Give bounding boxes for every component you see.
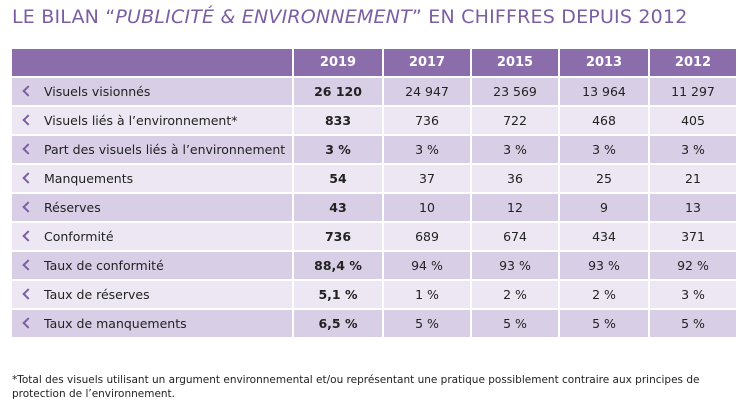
title: LE BILAN “PUBLICITÉ & ENVIRONNEMENT” EN … xyxy=(12,6,688,28)
table-cell: 94 % xyxy=(384,252,470,279)
table-cell: 21 xyxy=(650,165,736,192)
table-cell: 11 297 xyxy=(650,78,736,105)
chevron-icon xyxy=(22,143,34,155)
chevron-icon xyxy=(22,114,34,126)
table-cell: 2 % xyxy=(560,281,648,308)
table-cell: 5 % xyxy=(650,310,736,337)
chevron-icon xyxy=(22,230,34,242)
table-cell: 689 xyxy=(384,223,470,250)
table-cell: 3 % xyxy=(472,136,558,163)
row-label-cell: Taux de conformité xyxy=(12,252,292,279)
row-label-cell: Conformité xyxy=(12,223,292,250)
row-label: Taux de manquements xyxy=(44,316,187,331)
table-cell: 25 xyxy=(560,165,648,192)
chevron-icon xyxy=(22,201,34,213)
table-row: Visuels visionnés 26 120 24 947 23 569 13 96… xyxy=(12,78,736,105)
table-cell: 722 xyxy=(472,107,558,134)
row-label: Taux de réserves xyxy=(44,287,150,302)
table-cell: 10 xyxy=(384,194,470,221)
row-label: Manquements xyxy=(44,171,134,186)
table-row: Taux de réserves 5,1 % 1 % 2 % 2 % 3 % xyxy=(12,281,736,308)
table: 2019 2017 2015 2013 2012 Visuels visionnés 26… xyxy=(10,47,738,339)
chevron-icon xyxy=(22,317,34,329)
table-cell: 5 % xyxy=(560,310,648,337)
table-cell: 3 % xyxy=(384,136,470,163)
table-cell: 26 120 xyxy=(294,78,382,105)
table-row: Conformité 736 689 674 434 371 xyxy=(12,223,736,250)
table-cell: 13 964 xyxy=(560,78,648,105)
table-cell: 3 % xyxy=(650,136,736,163)
table-row: Part des visuels liés à l’environnement 3… xyxy=(12,136,736,163)
title-suffix: ” EN CHIFFRES DEPUIS 2012 xyxy=(411,6,688,28)
table-cell: 5,1 % xyxy=(294,281,382,308)
header-row: 2019 2017 2015 2013 2012 xyxy=(12,49,736,76)
table-cell: 434 xyxy=(560,223,648,250)
table-cell: 3 % xyxy=(560,136,648,163)
table-cell: 13 xyxy=(650,194,736,221)
table-cell: 6,5 % xyxy=(294,310,382,337)
title-italic: PUBLICITÉ & ENVIRONNEMENT xyxy=(115,6,412,28)
chevron-icon xyxy=(22,259,34,271)
footnote: *Total des visuels utilisant un argument… xyxy=(12,374,700,400)
table-cell: 833 xyxy=(294,107,382,134)
table-cell: 37 xyxy=(384,165,470,192)
table-cell: 93 % xyxy=(560,252,648,279)
table-cell: 36 xyxy=(472,165,558,192)
row-label-cell: Réserves xyxy=(12,194,292,221)
table-cell: 5 % xyxy=(384,310,470,337)
row-label: Visuels visionnés xyxy=(44,84,151,99)
chevron-icon xyxy=(22,172,34,184)
table-cell: 2 % xyxy=(472,281,558,308)
table-row: Taux de manquements 6,5 % 5 % 5 % 5 % 5 % xyxy=(12,310,736,337)
row-label: Part des visuels liés à l’environnement xyxy=(44,142,286,157)
table-body: Visuels visionnés 26 120 24 947 23 569 13 96… xyxy=(12,78,736,337)
table-cell: 1 % xyxy=(384,281,470,308)
table-cell: 43 xyxy=(294,194,382,221)
table-cell: 371 xyxy=(650,223,736,250)
table-row: Taux de conformité 88,4 % 94 % 93 % 93 % 92 % xyxy=(12,252,736,279)
table-row: Visuels liés à l’environnement* 833 736 722… xyxy=(12,107,736,134)
table-cell: 736 xyxy=(294,223,382,250)
table-cell: 5 % xyxy=(472,310,558,337)
table-cell: 92 % xyxy=(650,252,736,279)
table-row: Manquements 54 37 36 25 21 xyxy=(12,165,736,192)
table-cell: 468 xyxy=(560,107,648,134)
table-cell: 9 xyxy=(560,194,648,221)
title-prefix: LE BILAN “ xyxy=(12,6,116,28)
column-header: 2017 xyxy=(384,49,470,76)
table-cell: 24 947 xyxy=(384,78,470,105)
row-label-cell: Visuels visionnés xyxy=(12,78,292,105)
row-label-cell: Part des visuels liés à l’environnement xyxy=(12,136,292,163)
row-label: Taux de conformité xyxy=(44,258,164,273)
header-blank xyxy=(12,49,292,76)
column-header: 2019 xyxy=(294,49,382,76)
table-cell: 54 xyxy=(294,165,382,192)
table-cell: 93 % xyxy=(472,252,558,279)
row-label-cell: Manquements xyxy=(12,165,292,192)
chevron-icon xyxy=(22,85,34,97)
table-cell: 12 xyxy=(472,194,558,221)
table-cell: 88,4 % xyxy=(294,252,382,279)
row-label-cell: Taux de manquements xyxy=(12,310,292,337)
column-header: 2012 xyxy=(650,49,736,76)
chevron-icon xyxy=(22,288,34,300)
table-cell: 3 % xyxy=(650,281,736,308)
column-header: 2013 xyxy=(560,49,648,76)
column-header: 2015 xyxy=(472,49,558,76)
table-cell: 736 xyxy=(384,107,470,134)
row-label: Visuels liés à l’environnement* xyxy=(44,113,238,128)
table-row: Réserves 43 10 12 9 13 xyxy=(12,194,736,221)
table-cell: 674 xyxy=(472,223,558,250)
row-label: Réserves xyxy=(44,200,101,215)
table-cell: 3 % xyxy=(294,136,382,163)
table-cell: 405 xyxy=(650,107,736,134)
row-label-cell: Visuels liés à l’environnement* xyxy=(12,107,292,134)
row-label: Conformité xyxy=(44,229,114,244)
row-label-cell: Taux de réserves xyxy=(12,281,292,308)
table-cell: 23 569 xyxy=(472,78,558,105)
